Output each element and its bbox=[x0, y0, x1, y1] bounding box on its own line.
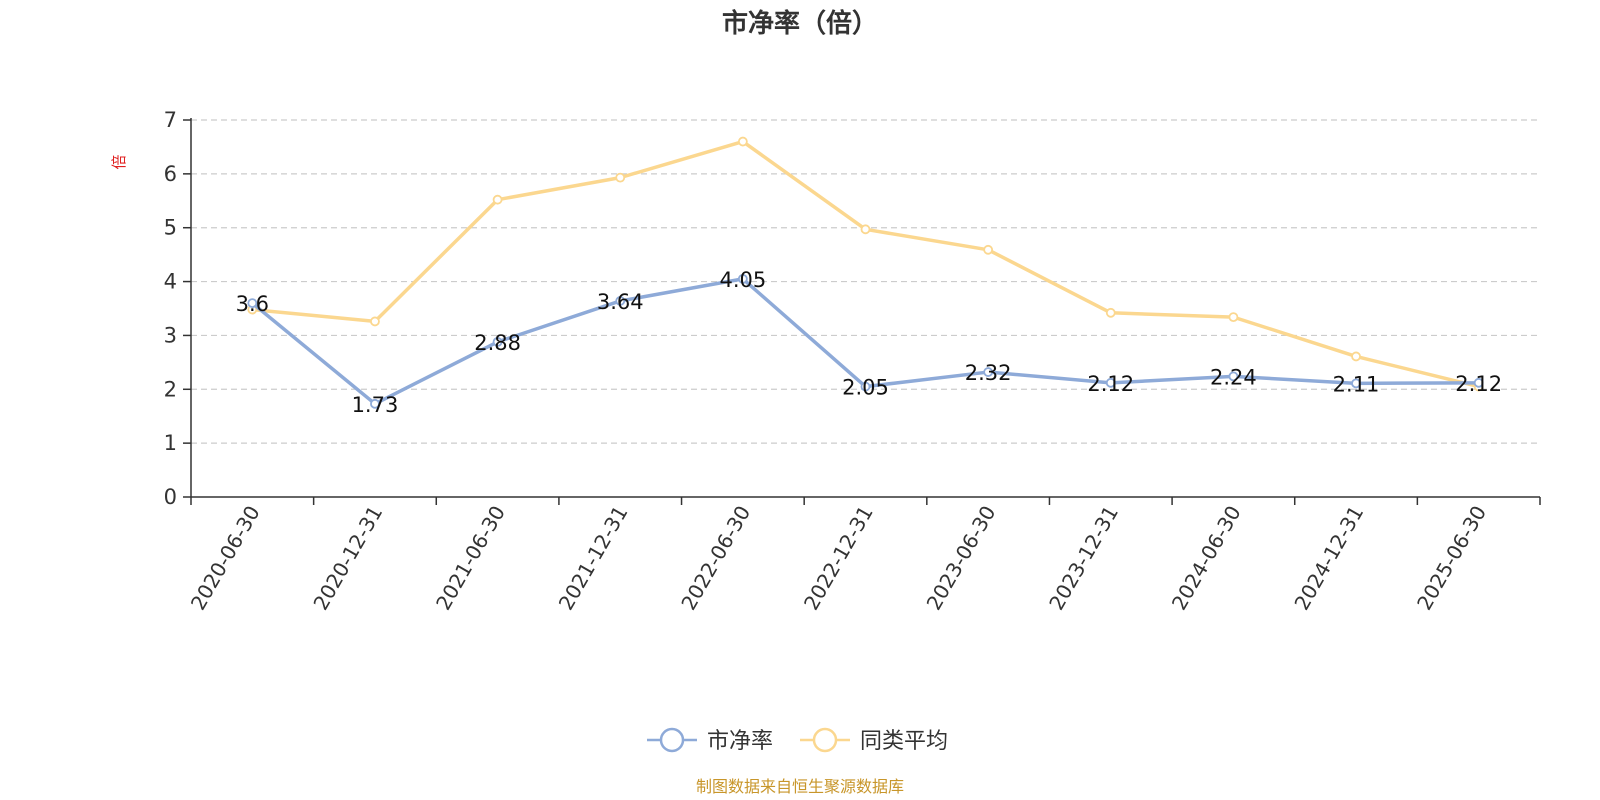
data-label: 2.88 bbox=[474, 331, 521, 355]
series-0-point bbox=[370, 398, 380, 409]
x-tick-label: 2023-06-30 bbox=[922, 502, 1001, 615]
chart-title: 市净率（倍） bbox=[722, 8, 878, 39]
series-1-point bbox=[737, 136, 748, 147]
series-1-point bbox=[370, 316, 380, 327]
data-label: 3.64 bbox=[597, 290, 644, 314]
series-1-point bbox=[1105, 307, 1116, 318]
x-tick-label: 2020-06-30 bbox=[186, 502, 265, 615]
y-tick-label: 3 bbox=[164, 323, 177, 347]
axes: 0 1 2 3 4 5 6 7 2020-06-30 2020-12-31 2021-06-30 20… bbox=[164, 108, 1541, 615]
series-0-point bbox=[1105, 377, 1116, 388]
series-1-point bbox=[1228, 312, 1239, 323]
x-tick-label: 2021-12-31 bbox=[554, 502, 633, 615]
series-1-point bbox=[492, 194, 503, 205]
series-1-point bbox=[983, 244, 994, 255]
series-0-point bbox=[1351, 378, 1361, 389]
series-0-point bbox=[983, 367, 994, 377]
data-label: 2.32 bbox=[965, 361, 1012, 385]
series-lines bbox=[247, 136, 1484, 409]
x-tick-label: 2020-12-31 bbox=[308, 502, 387, 615]
y-tick-label: 4 bbox=[164, 270, 177, 294]
series-0-point bbox=[860, 381, 871, 392]
y-tick-label: 1 bbox=[164, 431, 177, 455]
data-label: 2.24 bbox=[1210, 365, 1257, 389]
series-1-point bbox=[1351, 351, 1361, 362]
series-1-point bbox=[860, 224, 871, 235]
y-axis-unit-label: 倍 bbox=[110, 154, 128, 169]
series-0-point bbox=[615, 296, 626, 306]
y-tick-label: 6 bbox=[164, 162, 177, 186]
y-tick-label: 5 bbox=[164, 216, 177, 240]
series-0-point bbox=[492, 336, 503, 347]
series-0-point bbox=[1228, 371, 1239, 382]
series-line-1 bbox=[252, 139, 1480, 389]
series-0-point bbox=[737, 273, 748, 284]
data-label: 1.73 bbox=[352, 393, 399, 417]
y-tick-label: 0 bbox=[164, 485, 177, 509]
y-tick-label: 7 bbox=[164, 108, 177, 132]
legend-label: 同类平均 bbox=[860, 729, 948, 754]
legend-label: 市净率 bbox=[707, 729, 773, 754]
x-tick-label: 2023-12-31 bbox=[1044, 502, 1123, 615]
series-1-point bbox=[615, 172, 626, 183]
data-label: 2.05 bbox=[842, 376, 889, 400]
y-tick-label: 2 bbox=[164, 377, 177, 401]
data-label: 2.12 bbox=[1455, 372, 1502, 396]
series-0-point bbox=[1473, 377, 1484, 388]
data-labels: 3.6 1.73 2.88 3.64 4.05 2.05 2.32 2.12 2.24 2.11 2… bbox=[236, 268, 1502, 417]
legend: 市净率 同类平均 bbox=[647, 727, 948, 754]
data-label: 4.05 bbox=[719, 268, 766, 292]
data-label: 3.6 bbox=[236, 292, 269, 316]
x-tick-label: 2024-12-31 bbox=[1289, 502, 1368, 615]
x-tick-label: 2022-06-30 bbox=[676, 502, 755, 615]
data-source-note: 制图数据来自恒生聚源数据库 bbox=[696, 777, 904, 796]
data-label: 2.12 bbox=[1087, 372, 1134, 396]
legend-marker bbox=[812, 727, 838, 753]
x-tick-label: 2022-12-31 bbox=[799, 502, 878, 615]
x-tick-label: 2021-06-30 bbox=[431, 502, 510, 615]
legend-marker bbox=[659, 727, 685, 753]
series-0-point bbox=[247, 298, 258, 309]
x-tick-label: 2025-06-30 bbox=[1412, 502, 1491, 615]
x-tick-label: 2024-06-30 bbox=[1167, 502, 1246, 615]
data-label: 2.11 bbox=[1333, 372, 1380, 396]
